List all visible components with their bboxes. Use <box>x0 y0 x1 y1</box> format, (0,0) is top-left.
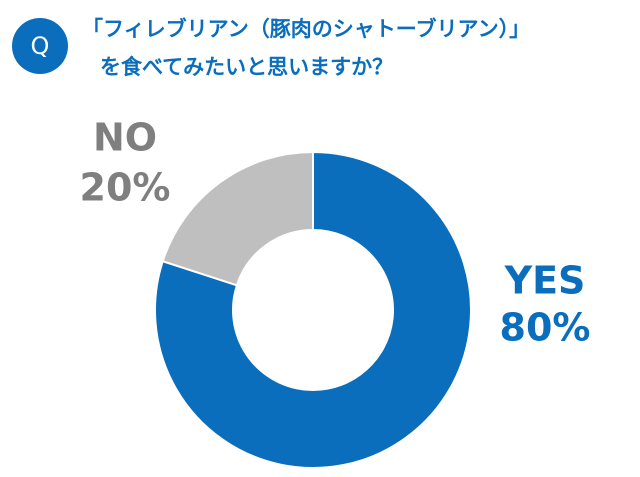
chart-title: を食べてみたいと思いますか？ <box>100 55 393 79</box>
category-label: NO <box>93 116 157 160</box>
value-label: 20% <box>80 166 171 210</box>
chart-title: 「フィレブリアン（豚肉のシャトーブリアン）」 <box>82 17 530 41</box>
donut-segment <box>154 150 472 469</box>
value-label: 80% <box>500 306 591 350</box>
badge-circle <box>12 18 68 74</box>
donut-segment <box>161 150 314 287</box>
category-label: YES <box>504 259 586 303</box>
badge: Q <box>31 32 50 60</box>
